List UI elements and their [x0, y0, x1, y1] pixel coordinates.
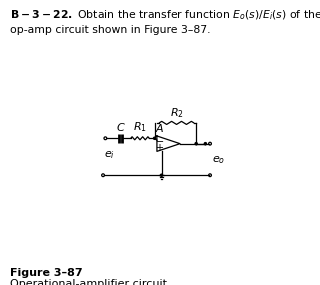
Circle shape: [154, 137, 156, 139]
Text: $\mathbf{B-3-22.}$ Obtain the transfer function $E_o(s)/E_i(s)$ of the
op-amp ci: $\mathbf{B-3-22.}$ Obtain the transfer f…: [10, 9, 320, 35]
Text: Operational-amplifier circuit.: Operational-amplifier circuit.: [10, 279, 170, 285]
Text: Figure 3–87: Figure 3–87: [10, 268, 82, 278]
Text: $A$: $A$: [156, 122, 165, 134]
Text: $e_i$: $e_i$: [104, 149, 115, 161]
Text: $e_o$: $e_o$: [212, 155, 225, 166]
Circle shape: [195, 142, 197, 145]
Circle shape: [204, 142, 206, 145]
Circle shape: [160, 174, 163, 176]
Text: $R_1$: $R_1$: [133, 120, 147, 134]
Text: $R_2$: $R_2$: [170, 106, 183, 119]
Text: $-$: $-$: [155, 135, 164, 145]
Text: $C$: $C$: [116, 121, 126, 133]
Text: $+$: $+$: [155, 142, 164, 152]
